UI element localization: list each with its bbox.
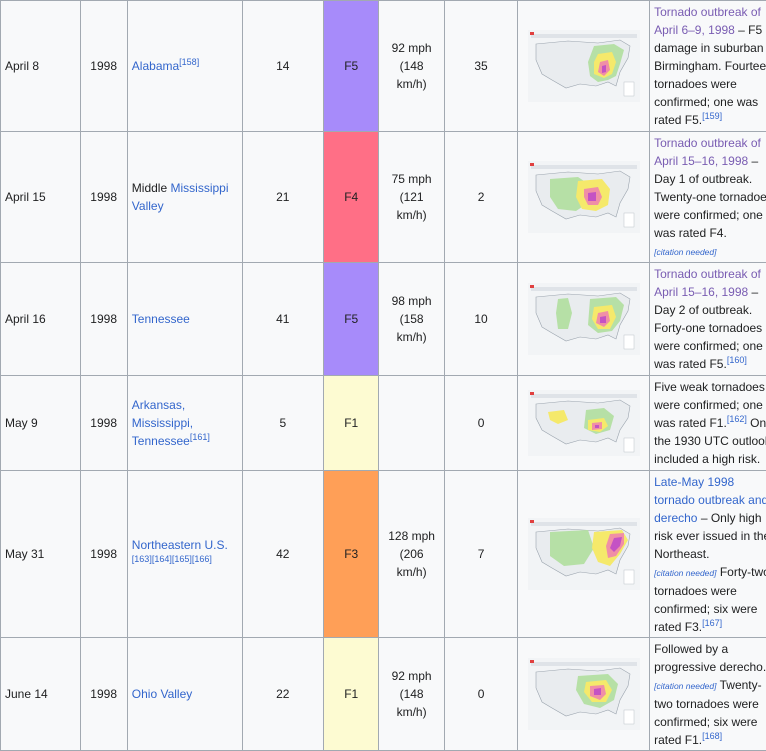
wind-cell: 98 mph (158 km/h)	[379, 263, 444, 376]
area-link[interactable]: Alabama	[132, 59, 179, 73]
area-link[interactable]: Northeastern U.S.	[132, 538, 228, 552]
date-cell: May 31	[1, 471, 81, 638]
tornadoes-cell: 42	[242, 471, 324, 638]
outlook-map-thumbnail[interactable]	[528, 283, 640, 355]
tornadoes-cell: 21	[242, 132, 324, 263]
date-cell: April 16	[1, 263, 81, 376]
wind-cell: 92 mph (148 km/h)	[379, 1, 444, 132]
wind-mph: 92 mph	[392, 41, 432, 55]
fatalities-cell: 7	[444, 471, 517, 638]
outlook-map-thumbnail[interactable]	[528, 30, 640, 102]
wind-cell: 92 mph (148 km/h)	[379, 638, 444, 751]
table-row: April 15 1998 Middle Mississippi Valley …	[1, 132, 766, 263]
area-link[interactable]: Ohio Valley	[132, 687, 192, 701]
wind-kmh: (148 km/h)	[397, 59, 427, 91]
area-link[interactable]: Arkansas, Mississippi, Tennessee	[132, 398, 193, 448]
notes-text: Followed by a progressive derecho.	[654, 642, 766, 674]
date-cell: May 9	[1, 376, 81, 471]
rating-cell: F3	[324, 471, 379, 638]
wind-cell: 128 mph (206 km/h)	[379, 471, 444, 638]
citation-needed[interactable]: [citation needed]	[654, 247, 716, 257]
area-link[interactable]: Tennessee	[132, 312, 190, 326]
fatalities-cell: 0	[444, 638, 517, 751]
year-cell: 1998	[80, 263, 127, 376]
date-cell: April 8	[1, 1, 81, 132]
date-cell: April 15	[1, 132, 81, 263]
citation-ref[interactable]: [168]	[702, 731, 722, 741]
year-cell: 1998	[80, 376, 127, 471]
wind-kmh: (158 km/h)	[397, 312, 427, 344]
map-cell	[518, 376, 650, 471]
area-cell: Arkansas, Mississippi, Tennessee[161]	[127, 376, 242, 471]
notes-cell: Tornado outbreak of April 15–16, 1998 – …	[650, 132, 766, 263]
date-cell: June 14	[1, 638, 81, 751]
map-cell	[518, 132, 650, 263]
table-row: June 14 1998 Ohio Valley 22 F1 92 mph (14…	[1, 638, 766, 751]
outlook-map-thumbnail[interactable]	[528, 161, 640, 233]
outlook-map-thumbnail[interactable]	[528, 390, 640, 456]
year-cell: 1998	[80, 1, 127, 132]
tornadoes-cell: 14	[242, 1, 324, 132]
notes-cell: Followed by a progressive derecho. [citat…	[650, 638, 766, 751]
table-row: May 9 1998 Arkansas, Mississippi, Tennes…	[1, 376, 766, 471]
rating-cell: F1	[324, 376, 379, 471]
wind-mph: 92 mph	[392, 669, 432, 683]
rating-cell: F5	[324, 263, 379, 376]
area-cell: Tennessee	[127, 263, 242, 376]
fatalities-cell: 10	[444, 263, 517, 376]
rating-cell: F5	[324, 1, 379, 132]
wind-mph: 128 mph	[388, 529, 435, 543]
map-cell	[518, 471, 650, 638]
area-cell: Ohio Valley	[127, 638, 242, 751]
wind-kmh: (206 km/h)	[397, 547, 427, 579]
rating-cell: F4	[324, 132, 379, 263]
citation-ref[interactable]: [163][164][165][166]	[132, 554, 212, 564]
citation-ref[interactable]: [158]	[179, 57, 199, 67]
outlook-map-thumbnail[interactable]	[528, 658, 640, 730]
outbreak-link[interactable]: Tornado outbreak of April 15–16, 1998	[654, 267, 761, 299]
year-cell: 1998	[80, 471, 127, 638]
area-cell: Northeastern U.S. [163][164][165][166]	[127, 471, 242, 638]
wind-mph: 75 mph	[392, 172, 432, 186]
area-prefix: Middle	[132, 181, 171, 195]
outlook-map-thumbnail[interactable]	[528, 518, 640, 590]
citation-ref[interactable]: [162]	[727, 414, 747, 424]
wind-cell	[379, 376, 444, 471]
map-cell	[518, 638, 650, 751]
wind-mph: 98 mph	[392, 294, 432, 308]
outbreak-link[interactable]: Tornado outbreak of April 15–16, 1998	[654, 136, 761, 168]
area-cell: Middle Mississippi Valley	[127, 132, 242, 263]
citation-ref[interactable]: [160]	[727, 355, 747, 365]
citation-ref[interactable]: [161]	[190, 432, 210, 442]
fatalities-cell: 35	[444, 1, 517, 132]
area-cell: Alabama[158]	[127, 1, 242, 132]
notes-cell: Five weak tornadoes were confirmed; one …	[650, 376, 766, 471]
year-cell: 1998	[80, 132, 127, 263]
notes-cell: Tornado outbreak of April 6–9, 1998 – F5…	[650, 1, 766, 132]
fatalities-cell: 2	[444, 132, 517, 263]
fatalities-cell: 0	[444, 376, 517, 471]
wind-kmh: (121 km/h)	[397, 190, 427, 222]
tornadoes-cell: 5	[242, 376, 324, 471]
map-cell	[518, 263, 650, 376]
tornadoes-cell: 22	[242, 638, 324, 751]
citation-needed[interactable]: [citation needed]	[654, 568, 716, 578]
notes-cell: Tornado outbreak of April 15–16, 1998 – …	[650, 263, 766, 376]
table-row: April 16 1998 Tennessee 41 F5 98 mph (158…	[1, 263, 766, 376]
year-cell: 1998	[80, 638, 127, 751]
table-row: April 8 1998 Alabama[158] 14 F5 92 mph (1…	[1, 1, 766, 132]
citation-ref[interactable]: [159]	[702, 111, 722, 121]
map-cell	[518, 1, 650, 132]
wind-cell: 75 mph (121 km/h)	[379, 132, 444, 263]
rating-cell: F1	[324, 638, 379, 751]
notes-cell: Late-May 1998 tornado outbreak and derec…	[650, 471, 766, 638]
wind-kmh: (148 km/h)	[397, 687, 427, 719]
tornadoes-cell: 41	[242, 263, 324, 376]
table-row: May 31 1998 Northeastern U.S. [163][164][…	[1, 471, 766, 638]
citation-ref[interactable]: [167]	[702, 618, 722, 628]
citation-needed[interactable]: [citation needed]	[654, 681, 716, 691]
